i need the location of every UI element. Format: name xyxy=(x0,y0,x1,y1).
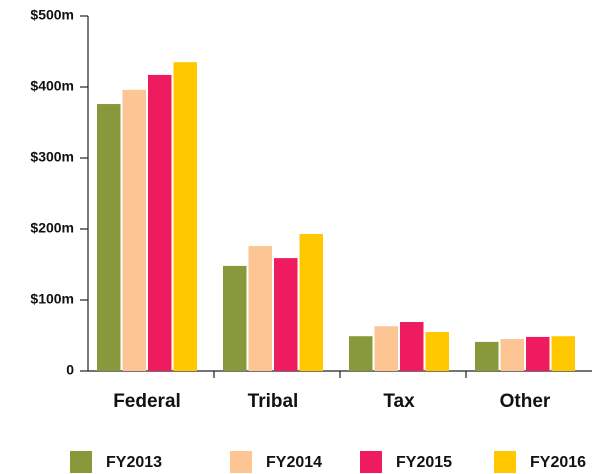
bar xyxy=(475,341,499,371)
x-tick-label: Other xyxy=(500,391,551,412)
bar xyxy=(526,336,550,371)
y-tick-label: $300m xyxy=(30,149,74,165)
y-tick-label: $500m xyxy=(30,7,74,23)
y-tick-label: $200m xyxy=(30,220,74,236)
bar xyxy=(223,265,247,371)
legend-label: FY2015 xyxy=(396,454,452,471)
legend-swatch xyxy=(230,451,252,473)
bar xyxy=(248,246,272,371)
legend-swatch xyxy=(70,451,92,473)
x-tick-label: Tax xyxy=(383,391,415,412)
bar xyxy=(122,89,146,371)
legend-label: FY2014 xyxy=(266,454,322,471)
bar xyxy=(97,104,121,371)
bar xyxy=(551,336,575,371)
bar xyxy=(173,62,197,372)
legend-swatch xyxy=(494,451,516,473)
bar xyxy=(374,326,398,371)
bar xyxy=(274,258,298,371)
y-tick-label: $100m xyxy=(30,291,74,307)
x-tick-label: Tribal xyxy=(248,391,299,412)
bar xyxy=(425,331,449,371)
bar xyxy=(349,336,373,371)
bar xyxy=(299,233,323,371)
y-tick-label: 0 xyxy=(66,362,74,378)
legend-label: FY2016 xyxy=(530,454,586,471)
legend-label: FY2013 xyxy=(106,454,162,471)
legend-swatch xyxy=(360,451,382,473)
y-tick-label: $400m xyxy=(30,78,74,94)
bar xyxy=(148,74,172,372)
x-tick-label: Federal xyxy=(113,391,181,412)
bar xyxy=(400,322,424,371)
bar xyxy=(500,339,524,371)
